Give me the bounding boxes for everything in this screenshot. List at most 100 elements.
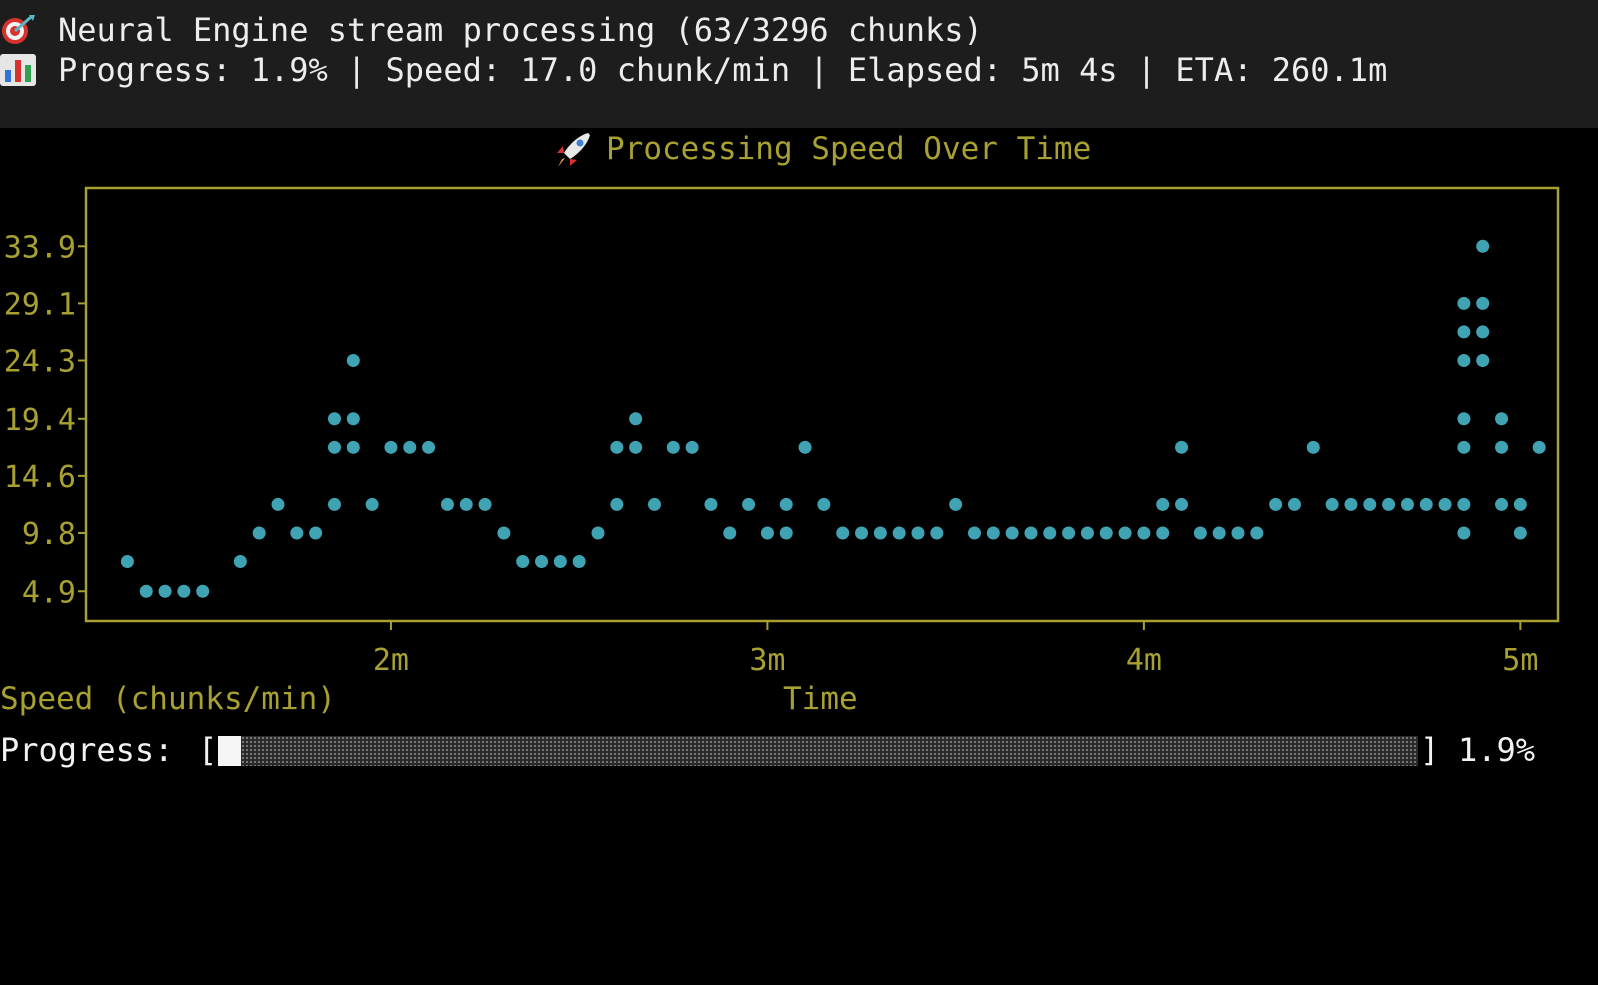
data-point bbox=[591, 526, 605, 540]
data-point bbox=[365, 497, 379, 511]
y-tick-label: 14.6 bbox=[4, 460, 76, 495]
data-point bbox=[1438, 497, 1452, 511]
stats-line: Progress: 1.9% | Speed: 17.0 chunk/min |… bbox=[0, 51, 1387, 89]
data-point bbox=[1175, 497, 1189, 511]
data-point bbox=[384, 440, 398, 454]
data-point bbox=[1457, 325, 1471, 339]
y-tick-label: 19.4 bbox=[4, 403, 76, 438]
data-point bbox=[1231, 526, 1245, 540]
data-point bbox=[1156, 497, 1170, 511]
data-point bbox=[1005, 526, 1019, 540]
data-point bbox=[1363, 497, 1377, 511]
data-point bbox=[139, 584, 153, 598]
data-point bbox=[610, 440, 624, 454]
y-tick-label: 9.8 bbox=[22, 517, 76, 552]
data-point bbox=[1532, 440, 1546, 454]
data-point bbox=[930, 526, 944, 540]
data-point bbox=[1043, 526, 1057, 540]
data-point bbox=[1212, 526, 1226, 540]
progress-bracket-close: ] bbox=[1420, 731, 1440, 769]
data-point bbox=[1269, 497, 1283, 511]
data-point bbox=[1457, 440, 1471, 454]
data-point bbox=[553, 555, 567, 569]
data-point bbox=[120, 555, 134, 569]
data-point bbox=[1419, 497, 1433, 511]
data-point bbox=[1476, 296, 1490, 310]
data-point bbox=[440, 497, 454, 511]
data-point bbox=[1457, 353, 1471, 367]
scatter-points bbox=[120, 239, 1546, 598]
data-point bbox=[704, 497, 718, 511]
data-point bbox=[855, 526, 869, 540]
data-point bbox=[629, 412, 643, 426]
data-point bbox=[1080, 526, 1094, 540]
data-point bbox=[177, 584, 191, 598]
y-axis: 4.9 9.8 14.6 19.4 24.3 29.1 33.9 bbox=[4, 230, 86, 610]
data-point bbox=[760, 526, 774, 540]
data-point bbox=[666, 440, 680, 454]
data-point bbox=[1287, 497, 1301, 511]
data-point bbox=[233, 555, 247, 569]
data-point bbox=[1175, 440, 1189, 454]
progress-bracket-open: [ bbox=[198, 731, 218, 769]
progress-bar-track bbox=[241, 736, 1418, 766]
x-tick-label: 4m bbox=[1126, 643, 1162, 678]
x-tick-label: 5m bbox=[1502, 643, 1538, 678]
data-point bbox=[1344, 497, 1358, 511]
data-point bbox=[1382, 497, 1396, 511]
chart-title: Processing Speed Over Time bbox=[606, 131, 1091, 167]
data-point bbox=[327, 412, 341, 426]
data-point bbox=[742, 497, 756, 511]
data-point bbox=[1062, 526, 1076, 540]
data-point bbox=[986, 526, 1000, 540]
data-point bbox=[459, 497, 473, 511]
data-point bbox=[403, 440, 417, 454]
data-point bbox=[911, 526, 925, 540]
x-axis-label: Time bbox=[783, 681, 858, 717]
progress-label: Progress: bbox=[0, 731, 174, 769]
data-point bbox=[327, 440, 341, 454]
rocket-icon bbox=[557, 133, 590, 167]
data-point bbox=[1513, 497, 1527, 511]
data-point bbox=[610, 497, 624, 511]
data-point bbox=[873, 526, 887, 540]
data-point bbox=[892, 526, 906, 540]
data-point bbox=[1118, 526, 1132, 540]
data-point bbox=[1099, 526, 1113, 540]
status-line: Neural Engine stream processing (63/3296… bbox=[0, 11, 983, 49]
target-icon bbox=[2, 15, 35, 44]
header-panel: Neural Engine stream processing (63/3296… bbox=[0, 0, 1598, 128]
data-point bbox=[779, 497, 793, 511]
data-point bbox=[1476, 239, 1490, 253]
bar-chart-icon bbox=[0, 54, 36, 86]
data-point bbox=[1250, 526, 1264, 540]
data-point bbox=[1495, 412, 1509, 426]
data-point bbox=[1193, 526, 1207, 540]
data-point bbox=[327, 497, 341, 511]
data-point bbox=[836, 526, 850, 540]
data-point bbox=[290, 526, 304, 540]
data-point bbox=[779, 526, 793, 540]
data-point bbox=[346, 412, 360, 426]
data-point bbox=[309, 526, 323, 540]
data-point bbox=[685, 440, 699, 454]
data-point bbox=[1306, 440, 1320, 454]
data-point bbox=[723, 526, 737, 540]
data-point bbox=[798, 440, 812, 454]
data-point bbox=[647, 497, 661, 511]
y-axis-label: Speed (chunks/min) bbox=[0, 681, 336, 717]
speed-chart: Processing Speed Over Time 4.9 9.8 14.6 19.… bbox=[0, 131, 1560, 717]
y-tick-label: 24.3 bbox=[4, 344, 76, 379]
data-point bbox=[1495, 440, 1509, 454]
data-point bbox=[478, 497, 492, 511]
data-point bbox=[1137, 526, 1151, 540]
stats-text: Progress: 1.9% | Speed: 17.0 chunk/min |… bbox=[58, 51, 1388, 89]
data-point bbox=[1400, 497, 1414, 511]
data-point bbox=[1476, 325, 1490, 339]
data-point bbox=[1024, 526, 1038, 540]
data-point bbox=[535, 555, 549, 569]
data-point bbox=[497, 526, 511, 540]
x-tick-label: 2m bbox=[373, 643, 409, 678]
data-point bbox=[346, 440, 360, 454]
x-axis: 2m 3m 4m 5m bbox=[373, 621, 1538, 678]
